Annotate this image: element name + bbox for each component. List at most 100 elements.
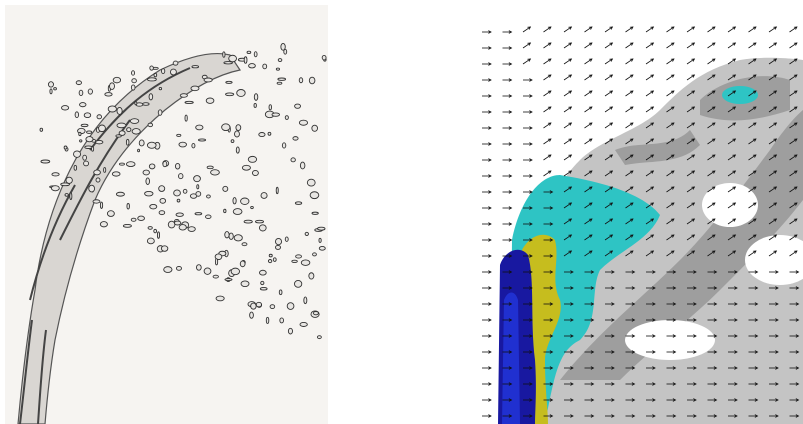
droplet <box>79 132 81 135</box>
droplet <box>247 51 251 53</box>
droplet <box>226 81 232 83</box>
droplet <box>100 202 102 208</box>
droplet <box>79 90 83 95</box>
droplet <box>154 73 157 77</box>
droplet <box>94 170 101 175</box>
droplet <box>149 94 153 100</box>
droplet <box>196 192 201 197</box>
droplet <box>231 268 239 275</box>
droplet <box>180 94 187 98</box>
droplet <box>131 85 135 90</box>
droplet <box>80 103 86 107</box>
droplet <box>126 162 135 167</box>
droplet <box>226 93 234 96</box>
droplet <box>216 296 224 301</box>
droplet <box>279 290 282 295</box>
droplet <box>148 123 153 127</box>
droplet <box>215 259 217 265</box>
droplet <box>251 206 254 208</box>
droplet <box>150 66 154 70</box>
droplet <box>319 246 325 250</box>
droplet <box>163 161 167 166</box>
droplet <box>61 106 68 110</box>
droplet <box>309 273 314 279</box>
droplet <box>126 139 129 145</box>
droplet <box>112 172 120 176</box>
droplet <box>96 140 103 143</box>
droplet <box>143 103 149 106</box>
droplet <box>292 260 297 262</box>
figure <box>0 0 803 424</box>
droplet <box>261 281 264 284</box>
droplet <box>223 186 228 191</box>
droplet <box>146 178 150 185</box>
droplet <box>117 123 126 128</box>
droplet <box>244 220 252 223</box>
droplet <box>195 213 202 215</box>
droplet <box>207 195 211 198</box>
droplet <box>254 103 256 107</box>
droplet <box>241 281 249 287</box>
droplet <box>119 131 125 136</box>
droplet <box>70 193 72 200</box>
droplet <box>293 137 298 140</box>
droplet <box>93 200 100 203</box>
droplet <box>145 191 153 196</box>
droplet <box>150 204 157 209</box>
droplet <box>276 68 279 70</box>
droplet <box>76 81 81 85</box>
droplet <box>87 131 92 133</box>
droplet <box>225 232 229 238</box>
droplet <box>86 137 93 142</box>
droplet <box>110 83 115 90</box>
droplet <box>254 52 257 57</box>
droplet <box>175 163 179 169</box>
droplet <box>213 275 218 278</box>
droplet <box>177 199 180 202</box>
droplet <box>229 233 233 239</box>
droplet <box>105 93 112 97</box>
contour-blue-core <box>502 293 520 424</box>
droplet <box>231 140 234 143</box>
droplet <box>138 216 145 220</box>
droplet <box>113 77 120 83</box>
droplet <box>309 77 315 84</box>
droplet <box>179 225 186 230</box>
droplet <box>300 162 305 169</box>
droplet <box>185 115 187 121</box>
droplet <box>275 245 280 249</box>
droplet <box>255 220 263 223</box>
droplet <box>252 170 258 175</box>
droplet <box>198 139 205 141</box>
droplet <box>278 59 282 62</box>
droplet <box>207 166 213 169</box>
droplet <box>119 163 124 165</box>
droplet <box>160 198 166 203</box>
droplet <box>251 303 257 309</box>
droplet <box>194 176 201 182</box>
droplet <box>147 142 156 148</box>
droplet <box>132 129 140 135</box>
droplet <box>157 232 159 239</box>
droplet <box>183 189 187 193</box>
droplet <box>233 198 236 204</box>
droplet <box>313 253 317 256</box>
droplet <box>275 238 281 244</box>
droplet <box>301 260 310 265</box>
droplet <box>287 303 294 310</box>
droplet <box>285 116 288 120</box>
droplet <box>97 115 102 119</box>
droplet <box>234 235 242 241</box>
droplet <box>54 88 57 90</box>
droplet <box>132 79 137 83</box>
droplet <box>75 112 78 118</box>
droplet <box>51 186 59 191</box>
droplet <box>269 105 271 110</box>
droplet <box>164 267 172 273</box>
droplet <box>278 78 286 80</box>
droplet <box>173 61 178 65</box>
droplet <box>170 69 176 75</box>
droplet <box>322 55 326 60</box>
droplet <box>224 209 226 212</box>
droplet <box>117 107 122 114</box>
